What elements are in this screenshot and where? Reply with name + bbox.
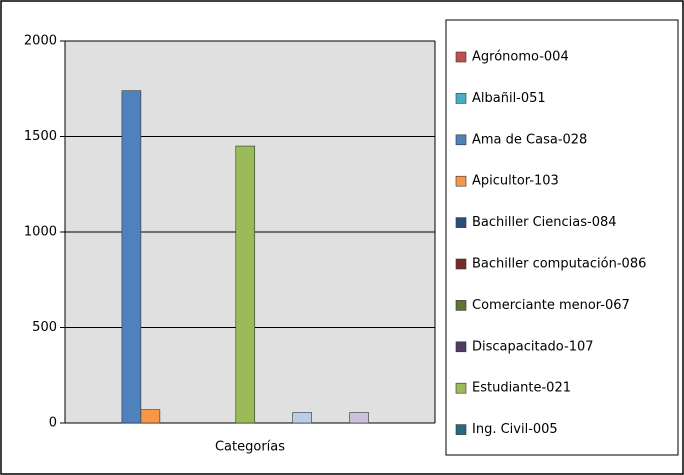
y-tick-label: 2000	[24, 34, 57, 49]
y-tick-label: 1000	[24, 225, 57, 240]
bar	[121, 90, 142, 424]
legend-swatch	[455, 93, 467, 104]
y-tick-label: 0	[49, 416, 57, 431]
legend-swatch	[455, 341, 467, 353]
legend-label: Albañil-051	[472, 91, 546, 106]
legend-label: Discapacitado-107	[472, 339, 594, 354]
legend-label: Bachiller computación-086	[472, 257, 646, 272]
legend-swatch	[455, 300, 467, 311]
legend-label: Ing. Civil-005	[472, 422, 558, 437]
bar	[349, 412, 369, 424]
legend-swatch	[455, 382, 467, 394]
legend-box	[445, 19, 679, 456]
legend-label: Apicultor-103	[472, 174, 559, 189]
bar	[235, 145, 256, 424]
legend-swatch	[455, 258, 467, 270]
y-tick-label: 500	[32, 320, 57, 335]
x-tick-label: Categorías	[215, 440, 285, 455]
legend-swatch	[455, 51, 467, 63]
bar	[140, 409, 161, 424]
legend-label: Estudiante-021	[472, 381, 571, 396]
legend-swatch	[455, 217, 467, 228]
y-tick-label: 1500	[24, 129, 57, 144]
legend-label: Agrónomo-004	[472, 50, 569, 65]
bar	[292, 412, 312, 424]
legend-label: Comerciante menor-067	[472, 298, 630, 313]
legend-swatch	[455, 134, 467, 146]
legend-swatch	[455, 424, 467, 435]
legend-label: Ama de Casa-028	[472, 132, 587, 147]
legend-swatch	[455, 175, 467, 187]
legend-label: Bachiller Ciencias-084	[472, 215, 617, 230]
